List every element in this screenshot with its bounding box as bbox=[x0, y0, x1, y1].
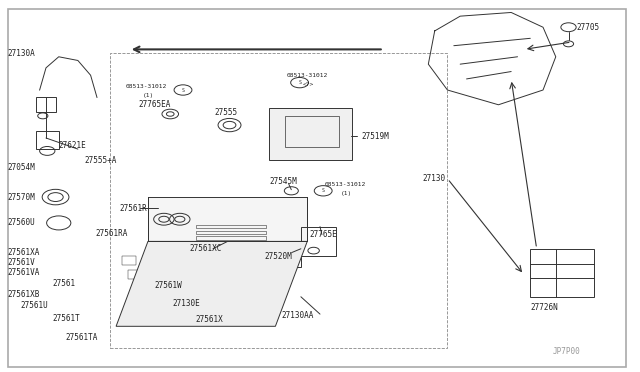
Bar bbox=[134, 284, 148, 294]
Bar bbox=[226, 281, 240, 291]
Bar bbox=[145, 256, 159, 264]
Bar bbox=[237, 253, 251, 262]
Text: 08513-31012: 08513-31012 bbox=[125, 84, 167, 89]
Text: 08513-31012: 08513-31012 bbox=[325, 182, 366, 187]
Text: 08513-31012: 08513-31012 bbox=[287, 73, 328, 78]
Bar bbox=[191, 254, 205, 263]
Bar bbox=[285, 116, 339, 147]
Bar bbox=[531, 249, 594, 297]
Bar bbox=[220, 267, 234, 276]
Bar bbox=[209, 296, 223, 305]
Bar bbox=[36, 131, 59, 149]
Text: 27561TA: 27561TA bbox=[65, 333, 97, 342]
Text: 27561XC: 27561XC bbox=[189, 244, 221, 253]
Bar bbox=[180, 283, 194, 292]
Bar bbox=[214, 253, 228, 262]
Bar bbox=[151, 269, 165, 279]
Text: 27621E: 27621E bbox=[59, 141, 86, 150]
Bar bbox=[301, 227, 336, 256]
Text: 27561: 27561 bbox=[52, 279, 76, 288]
Bar bbox=[109, 53, 447, 349]
Text: 27519M: 27519M bbox=[362, 132, 389, 141]
Bar bbox=[157, 283, 171, 293]
Text: 27555+A: 27555+A bbox=[84, 155, 116, 165]
Bar bbox=[196, 231, 266, 234]
Text: 27705: 27705 bbox=[576, 23, 599, 32]
Text: 27545M: 27545M bbox=[269, 177, 297, 186]
Bar bbox=[128, 270, 142, 279]
Bar bbox=[186, 297, 200, 306]
Text: 27561VA: 27561VA bbox=[8, 268, 40, 277]
Bar bbox=[248, 280, 262, 290]
Bar bbox=[174, 269, 188, 278]
Text: 27054M: 27054M bbox=[8, 163, 35, 172]
Bar bbox=[196, 225, 266, 228]
Bar bbox=[168, 255, 182, 264]
Text: 27130A: 27130A bbox=[8, 49, 35, 58]
Text: S: S bbox=[298, 80, 301, 85]
Text: (1): (1) bbox=[341, 191, 352, 196]
Text: 27555: 27555 bbox=[215, 108, 238, 117]
Bar bbox=[196, 236, 266, 240]
Bar bbox=[269, 109, 352, 160]
Text: 27561XB: 27561XB bbox=[8, 291, 40, 299]
Text: 27130: 27130 bbox=[422, 174, 445, 183]
Text: 27561RA: 27561RA bbox=[96, 230, 128, 238]
Bar bbox=[203, 282, 217, 291]
Text: 27561U: 27561U bbox=[20, 301, 48, 311]
Text: S: S bbox=[322, 188, 324, 193]
Text: JP7P00: JP7P00 bbox=[552, 347, 580, 356]
Bar bbox=[232, 295, 246, 305]
Bar bbox=[197, 268, 211, 277]
Bar bbox=[254, 295, 268, 304]
Text: 27570M: 27570M bbox=[8, 193, 35, 202]
Text: 27520M: 27520M bbox=[264, 251, 292, 261]
Bar bbox=[163, 298, 177, 307]
Bar bbox=[148, 197, 307, 241]
Text: 27130E: 27130E bbox=[172, 299, 200, 308]
Text: 27765EA: 27765EA bbox=[138, 100, 171, 109]
Text: S: S bbox=[182, 87, 184, 93]
Bar bbox=[36, 97, 56, 112]
Bar bbox=[140, 298, 154, 308]
Text: 27130AA: 27130AA bbox=[282, 311, 314, 320]
Text: <7>: <7> bbox=[303, 82, 314, 87]
Text: 27561XA: 27561XA bbox=[8, 248, 40, 257]
Bar bbox=[276, 243, 301, 267]
Text: 27561R: 27561R bbox=[119, 203, 147, 213]
Text: 27561V: 27561V bbox=[8, 258, 35, 267]
Bar bbox=[243, 266, 257, 276]
Text: 27561W: 27561W bbox=[154, 281, 182, 290]
Bar bbox=[122, 256, 136, 265]
Polygon shape bbox=[116, 241, 307, 326]
Text: 27560U: 27560U bbox=[8, 218, 35, 227]
Text: (1): (1) bbox=[143, 93, 154, 98]
Text: 27726N: 27726N bbox=[531, 303, 558, 312]
Text: 27561T: 27561T bbox=[52, 314, 80, 323]
Text: 27765E: 27765E bbox=[310, 230, 337, 239]
Text: 27561X: 27561X bbox=[196, 315, 223, 324]
